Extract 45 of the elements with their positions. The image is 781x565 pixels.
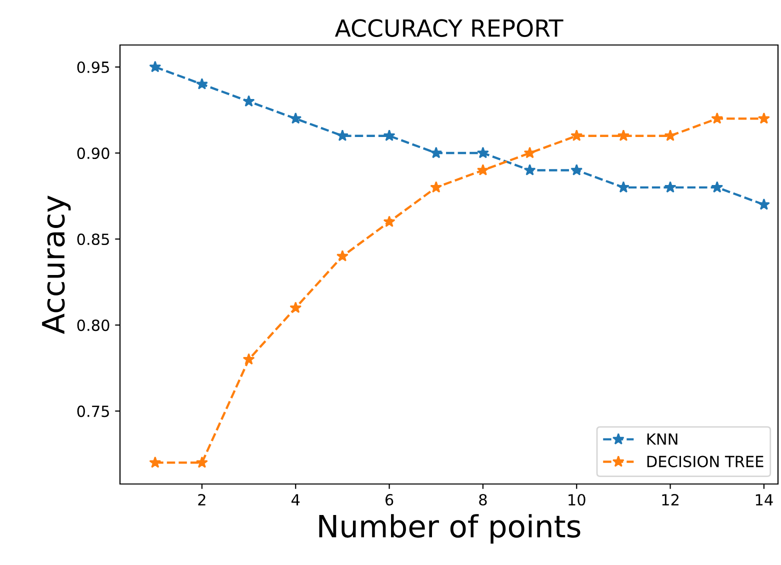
point xyxy=(383,216,396,228)
point xyxy=(336,250,348,262)
y-tick-label: 0.80 xyxy=(77,320,110,332)
point xyxy=(430,181,442,193)
x-tick-label: 10 xyxy=(568,494,586,506)
x-tick-label: 8 xyxy=(479,494,487,506)
point xyxy=(570,164,583,176)
point xyxy=(196,456,208,468)
chart-title: ACCURACY REPORT xyxy=(334,19,564,37)
x-tick-label: 4 xyxy=(292,494,300,506)
x-tick-label: 14 xyxy=(756,494,773,506)
point xyxy=(617,130,630,142)
point xyxy=(476,164,489,176)
point xyxy=(290,302,302,314)
point xyxy=(242,95,255,107)
y-axis-title: Accuracy xyxy=(42,196,71,334)
x-tick-label: 2 xyxy=(198,494,206,506)
point xyxy=(617,181,630,193)
point xyxy=(524,164,536,176)
y-tick-label: 0.85 xyxy=(77,234,109,246)
point xyxy=(383,130,396,142)
y-tick-label: 0.90 xyxy=(77,147,110,160)
y-tick-label: 0.75 xyxy=(77,406,109,418)
point xyxy=(290,112,302,124)
point xyxy=(664,181,676,193)
point xyxy=(664,130,676,142)
x-tick-label: 12 xyxy=(662,494,678,506)
x-tick-label: 6 xyxy=(385,494,394,506)
point xyxy=(758,112,770,124)
point xyxy=(711,112,724,124)
point xyxy=(336,130,348,142)
point xyxy=(524,146,536,158)
point xyxy=(711,181,724,193)
y-tick-label: 0.95 xyxy=(77,61,109,74)
point xyxy=(149,456,162,468)
point xyxy=(242,353,255,365)
point xyxy=(196,78,208,90)
x-axis-title: Number of points xyxy=(319,514,580,544)
legend-label: DECISION TREE xyxy=(647,456,764,468)
point xyxy=(758,198,770,210)
point xyxy=(476,146,489,158)
point xyxy=(430,146,442,158)
point xyxy=(149,60,162,72)
legend-label: KNN xyxy=(647,434,678,445)
point xyxy=(570,130,583,142)
